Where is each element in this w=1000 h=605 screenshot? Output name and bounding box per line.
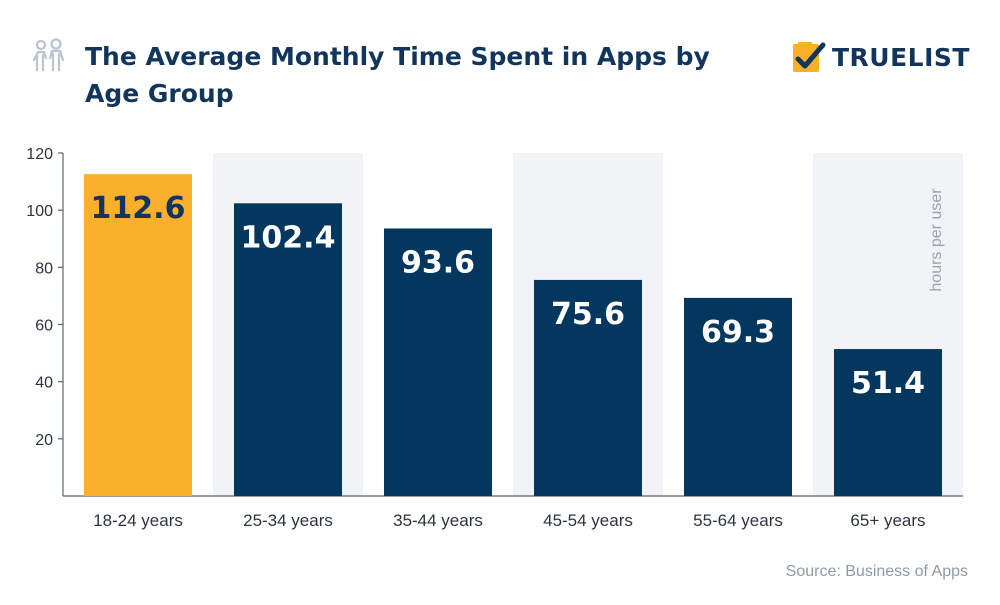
x-tick-label: 35-44 years [393, 511, 483, 530]
checklist-icon [793, 42, 826, 72]
x-tick-label: 65+ years [850, 511, 925, 530]
data-label: 69.3 [701, 315, 775, 350]
bar [234, 203, 342, 496]
y-axis-label: hours per user [928, 188, 945, 292]
bar [684, 297, 792, 496]
y-tick-label: 40 [35, 375, 53, 392]
y-tick-label: 100 [26, 203, 53, 220]
y-tick-label: 60 [35, 318, 53, 335]
x-tick-label: 45-54 years [543, 511, 633, 530]
data-label: 93.6 [401, 245, 475, 280]
x-tick-label: 25-34 years [243, 511, 333, 530]
data-label: 75.6 [551, 297, 625, 332]
data-label: 102.4 [241, 220, 336, 255]
bar [384, 228, 492, 496]
data-label: 51.4 [851, 366, 925, 401]
y-tick-label: 80 [35, 260, 53, 277]
bar [534, 279, 642, 496]
page-title: The Average Monthly Time Spent in Apps b… [85, 42, 710, 108]
y-tick-label: 20 [35, 432, 53, 449]
logo-text: TRUELIST [832, 42, 970, 72]
x-tick-label: 55-64 years [693, 511, 783, 530]
y-tick-label: 120 [26, 146, 53, 163]
x-tick-label: 18-24 years [93, 511, 183, 530]
bar [84, 174, 192, 496]
source-note: Source: Business of Apps [785, 563, 968, 580]
people-icon [32, 38, 65, 72]
bar [834, 349, 942, 496]
data-label: 112.6 [91, 191, 186, 226]
truelist-logo: TRUELIST [790, 40, 970, 74]
